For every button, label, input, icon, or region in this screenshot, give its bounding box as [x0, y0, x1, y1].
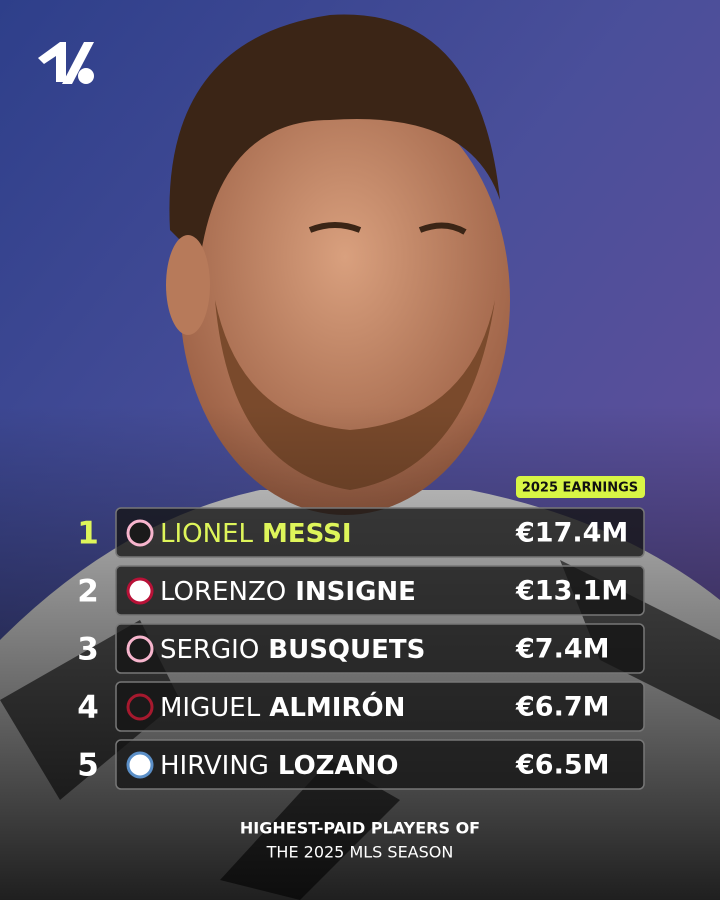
last-name: INSIGNE — [295, 577, 416, 607]
row-box — [115, 681, 645, 732]
earnings: €6.7M — [515, 692, 610, 723]
earnings: €7.4M — [515, 634, 610, 665]
ranking-row: 1 LIONEL MESSI €17.4M — [77, 507, 645, 558]
footer-subtitle: THE 2025 MLS SEASON — [266, 843, 454, 862]
last-name: LOZANO — [278, 751, 399, 781]
ranking-row: 4 MIGUEL ALMIRÓN €6.7M — [77, 681, 645, 732]
row-box — [115, 507, 645, 558]
player-name: LORENZO INSIGNE — [160, 577, 416, 607]
rank: 3 — [77, 632, 99, 668]
rank: 1 — [77, 516, 99, 552]
club-badge — [126, 635, 154, 663]
rank: 5 — [77, 748, 99, 784]
earnings-badge-label: 2025 EARNINGS — [522, 481, 638, 496]
player-name: MIGUEL ALMIRÓN — [160, 691, 405, 723]
player-name: SERGIO BUSQUETS — [160, 635, 425, 665]
earnings-badge — [516, 476, 645, 498]
ranking-list: 1 LIONEL MESSI €17.4M 2 LORENZO INSIGNE €13.1M 3… — [77, 507, 645, 790]
club-badge — [126, 751, 154, 779]
last-name: MESSI — [262, 519, 352, 549]
ranking-row: 2 LORENZO INSIGNE €13.1M — [77, 565, 645, 616]
club-badge — [126, 693, 154, 721]
first-name: LORENZO — [160, 577, 286, 607]
first-name: MIGUEL — [160, 693, 261, 723]
rank: 2 — [77, 574, 99, 610]
row-box — [115, 565, 645, 616]
first-name: SERGIO — [160, 635, 259, 665]
earnings: €17.4M — [515, 518, 628, 549]
ranking-row: 3 SERGIO BUSQUETS €7.4M — [77, 623, 645, 674]
earnings: €13.1M — [515, 576, 628, 607]
first-name: HIRVING — [160, 751, 269, 781]
club-badge — [126, 577, 154, 605]
player-name: LIONEL MESSI — [160, 519, 352, 549]
earnings: €6.5M — [515, 750, 610, 781]
ranking-row: 5 HIRVING LOZANO €6.5M — [77, 739, 645, 790]
player-name: HIRVING LOZANO — [160, 751, 399, 781]
last-name: ALMIRÓN — [269, 691, 405, 723]
footer-title: HIGHEST-PAID PLAYERS OF — [240, 819, 480, 838]
row-box — [115, 623, 645, 674]
row-box — [115, 739, 645, 790]
last-name: BUSQUETS — [268, 635, 425, 665]
first-name: LIONEL — [160, 519, 253, 549]
club-badge — [126, 519, 154, 547]
logo — [38, 42, 94, 84]
rank: 4 — [77, 690, 99, 726]
